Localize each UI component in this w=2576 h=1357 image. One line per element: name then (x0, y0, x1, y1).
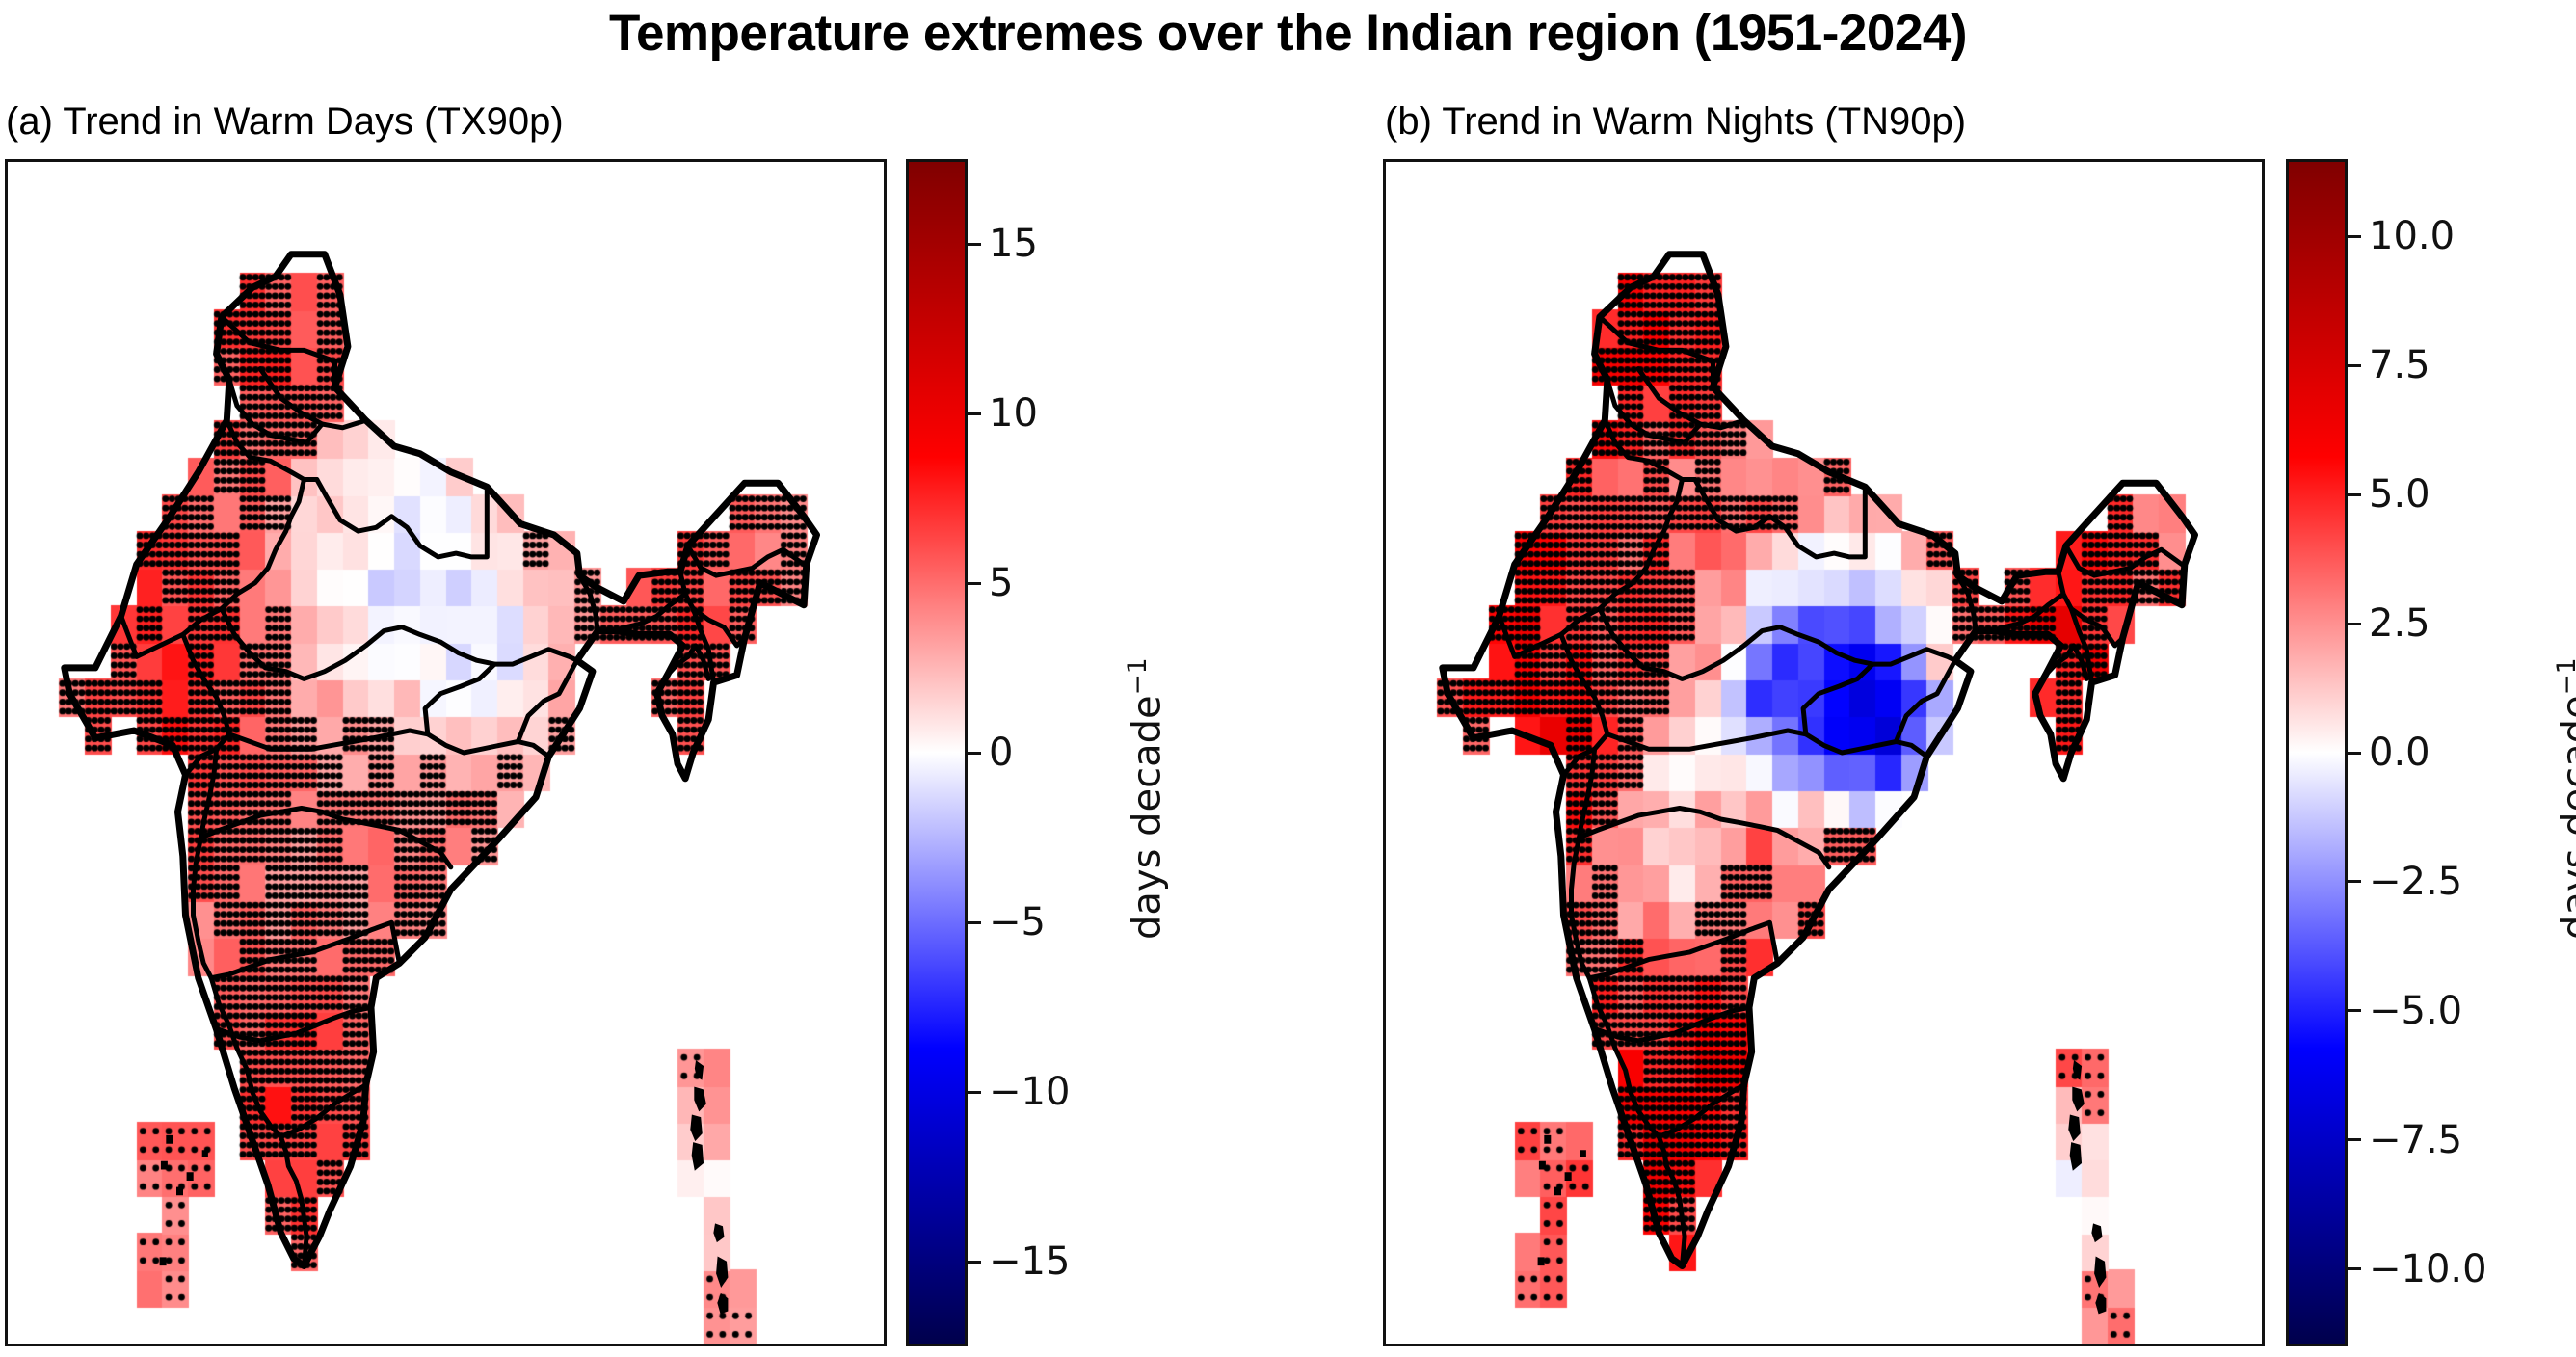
colorbar-a-gradient (906, 159, 968, 1346)
colorbar-b-axis-label-exponent: −1 (2552, 657, 2576, 696)
colorbar-a-axis-label-exponent: −1 (1123, 657, 1153, 696)
map-panel-warm-days[interactable] (5, 159, 887, 1346)
map-panel-warm-nights[interactable] (1383, 159, 2265, 1346)
colorbar-tick-label: 2.5 (2369, 601, 2430, 647)
colorbar-tick-label: 15 (989, 222, 1038, 266)
colorbar-tick-mark (968, 412, 981, 415)
colorbar-tick-mark (968, 751, 981, 755)
colorbar-tick-label: 0 (989, 731, 1014, 775)
colorbar-tick-mark (2348, 622, 2361, 625)
colorbar-tick-label: −5.0 (2369, 988, 2463, 1033)
map-b-canvas (1386, 162, 2262, 1344)
panel-a-title: (a) Trend in Warm Days (TX90p) (6, 100, 564, 143)
colorbar-tick-mark (968, 1260, 981, 1264)
colorbar-tick-label: 0.0 (2369, 731, 2430, 775)
colorbar-tick-mark (2348, 1009, 2361, 1013)
colorbar-tick-label: −5 (989, 900, 1046, 945)
colorbar-tick-mark (968, 1090, 981, 1094)
colorbar-tick-label: −10 (989, 1070, 1071, 1114)
colorbar-tick-mark (2348, 751, 2361, 755)
trend-grid-raster (8, 162, 884, 1344)
colorbar-tick-label: 10.0 (2369, 214, 2456, 259)
colorbar-tick-label: −10.0 (2369, 1246, 2487, 1291)
colorbar-tick-mark (968, 242, 981, 246)
colorbar-tick-label: −7.5 (2369, 1117, 2463, 1162)
colorbar-tick-mark (2348, 1138, 2361, 1142)
colorbar-tick-mark (2348, 1267, 2361, 1271)
colorbar-tick-mark (2348, 880, 2361, 884)
colorbar-b-gradient (2286, 159, 2348, 1346)
figure-title: Temperature extremes over the Indian reg… (609, 5, 1967, 62)
trend-grid-raster (1386, 162, 2262, 1344)
panel-b-title: (b) Trend in Warm Nights (TN90p) (1385, 100, 1967, 143)
colorbar-tick-label: 7.5 (2369, 343, 2430, 388)
map-a-canvas (8, 162, 884, 1344)
colorbar-b-axis-label-text: days decade (2554, 695, 2576, 940)
colorbar-warm-days[interactable]: 15 10 5 0 −5 −10 −15 (906, 159, 1070, 1346)
colorbar-tick-label: 10 (989, 391, 1038, 436)
colorbar-tick-mark (2348, 363, 2361, 367)
colorbar-a-axis-label: days decade−1 (1123, 657, 1169, 940)
colorbar-tick-label: −2.5 (2369, 859, 2463, 904)
map-outlines (1439, 251, 2198, 1315)
map-outlines (61, 251, 820, 1315)
colorbar-tick-mark (968, 581, 981, 585)
colorbar-a-axis-label-text: days decade (1125, 695, 1170, 940)
colorbar-tick-mark (968, 920, 981, 924)
colorbar-tick-label: 5 (989, 561, 1014, 605)
colorbar-b-axis-label: days decade−1 (2552, 657, 2576, 940)
colorbar-warm-nights[interactable]: 10.0 7.5 5.0 2.5 0.0 −2.5 −5.0 −7.5 −10.0 (2286, 159, 2487, 1346)
colorbar-tick-mark (2348, 492, 2361, 496)
colorbar-tick-mark (2348, 234, 2361, 238)
colorbar-tick-label: 5.0 (2369, 472, 2430, 518)
colorbar-tick-label: −15 (989, 1239, 1071, 1284)
